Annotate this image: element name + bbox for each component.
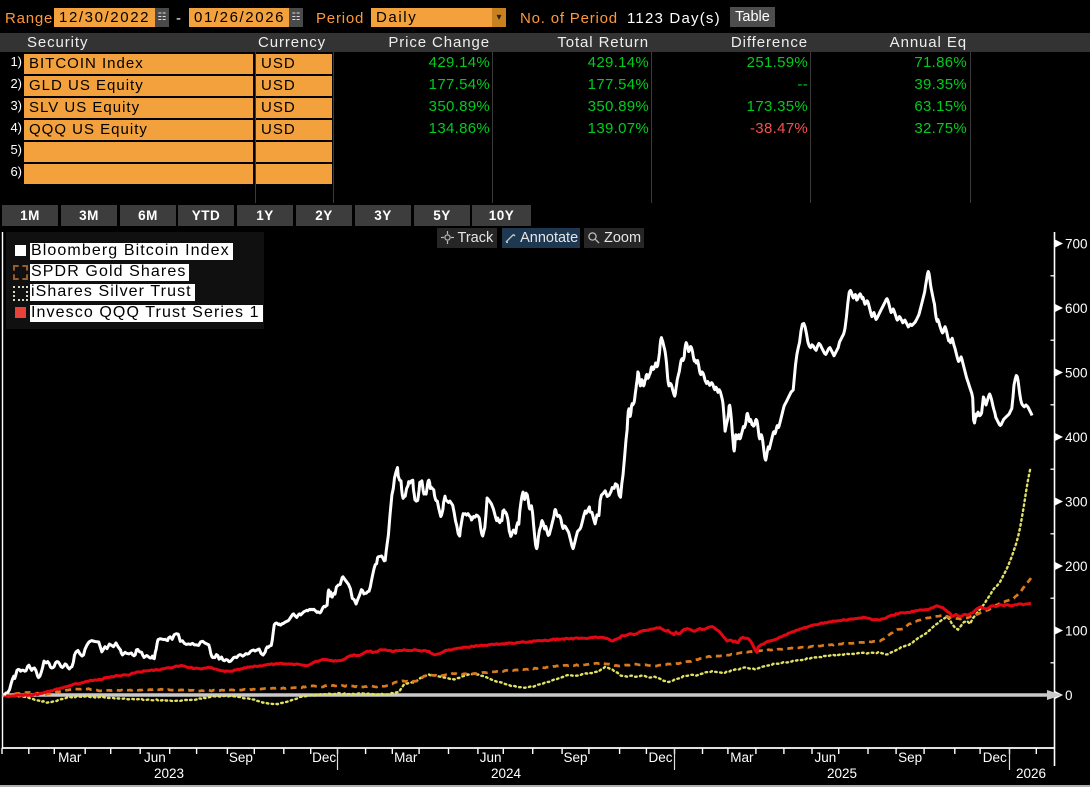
svg-text:2025: 2025 bbox=[827, 766, 857, 781]
svg-text:2026: 2026 bbox=[1016, 766, 1046, 781]
svg-text:2023: 2023 bbox=[154, 766, 184, 781]
svg-text:200: 200 bbox=[1065, 559, 1088, 574]
svg-text:Sep: Sep bbox=[563, 750, 587, 765]
svg-text:100: 100 bbox=[1065, 624, 1088, 639]
svg-text:Jun: Jun bbox=[815, 750, 837, 765]
svg-text:300: 300 bbox=[1065, 495, 1088, 510]
svg-text:Mar: Mar bbox=[394, 750, 418, 765]
svg-text:0: 0 bbox=[1065, 688, 1073, 703]
svg-text:Dec: Dec bbox=[648, 750, 672, 765]
svg-text:700: 700 bbox=[1065, 237, 1088, 252]
svg-text:Sep: Sep bbox=[898, 750, 922, 765]
svg-text:Sep: Sep bbox=[229, 750, 253, 765]
svg-text:Dec: Dec bbox=[983, 750, 1007, 765]
svg-text:Jun: Jun bbox=[144, 750, 166, 765]
svg-text:600: 600 bbox=[1065, 301, 1088, 316]
svg-text:Mar: Mar bbox=[730, 750, 754, 765]
svg-text:Mar: Mar bbox=[58, 750, 82, 765]
svg-text:Jun: Jun bbox=[480, 750, 502, 765]
svg-text:Dec: Dec bbox=[312, 750, 336, 765]
svg-text:400: 400 bbox=[1065, 430, 1088, 445]
svg-text:500: 500 bbox=[1065, 366, 1088, 381]
svg-text:2024: 2024 bbox=[491, 766, 522, 781]
